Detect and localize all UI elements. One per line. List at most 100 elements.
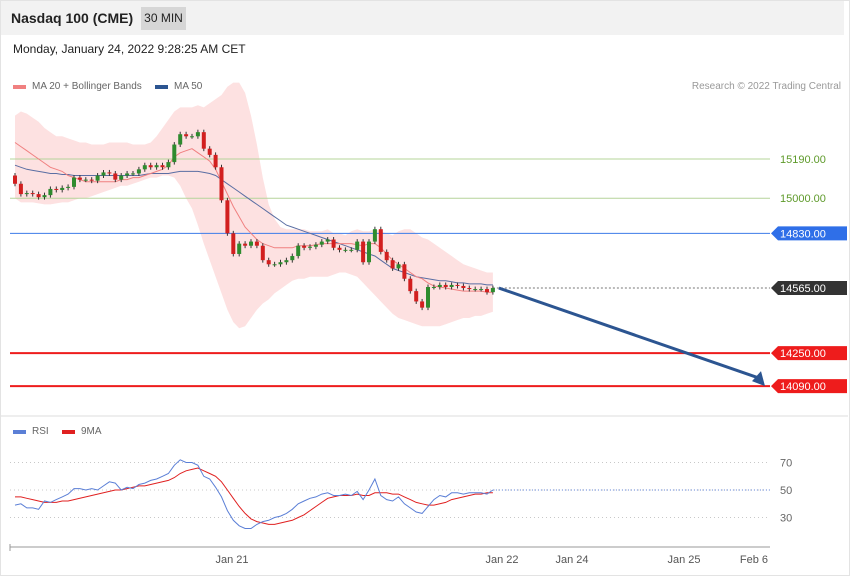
candle <box>54 188 59 190</box>
candle <box>95 175 100 181</box>
legend-rsi: RSI <box>13 426 49 437</box>
legend-rsi-label: RSI <box>32 426 49 437</box>
candle <box>449 284 454 287</box>
candle <box>190 136 194 138</box>
level-tag-14250 <box>771 346 847 361</box>
candle <box>243 243 248 246</box>
candle <box>237 243 242 254</box>
candle <box>201 132 206 149</box>
candle <box>355 241 360 250</box>
legend-ma50-swatch <box>155 84 168 89</box>
candle <box>195 132 200 137</box>
candle <box>254 241 259 246</box>
candle <box>431 287 436 288</box>
candle <box>60 187 65 190</box>
level-label-15000: 15000.00 <box>780 193 826 205</box>
candle <box>378 229 383 252</box>
candle <box>349 249 354 251</box>
candle <box>313 244 318 247</box>
candle <box>166 162 171 168</box>
candle <box>396 264 401 269</box>
timeframe-button[interactable]: 30 MIN <box>141 7 186 30</box>
candles <box>13 129 495 311</box>
candle <box>48 188 53 196</box>
candle <box>213 154 218 168</box>
candle <box>30 193 35 195</box>
level-label-15190: 15190.00 <box>780 154 826 166</box>
candle <box>443 284 448 287</box>
candle <box>24 193 29 195</box>
candle <box>337 247 342 250</box>
candle <box>278 262 283 265</box>
ma20-line <box>14 142 493 293</box>
candle <box>420 301 425 308</box>
candle <box>178 134 183 145</box>
bollinger-band <box>15 82 493 329</box>
rsi-tick-50: 50 <box>780 485 792 497</box>
forecast-arrow <box>498 286 760 380</box>
candle <box>473 289 478 291</box>
candle <box>160 165 165 168</box>
candle <box>485 289 489 293</box>
candle <box>148 165 153 168</box>
candle <box>343 249 348 251</box>
level-label-14250: 14250.00 <box>780 348 826 360</box>
candle <box>408 278 413 292</box>
level-label-14830: 14830.00 <box>780 228 826 240</box>
legend-ma20: MA 20 + Bollinger Bands <box>13 81 142 92</box>
candle <box>89 179 94 181</box>
candle <box>101 172 106 176</box>
candle <box>107 172 112 174</box>
candle <box>142 165 147 170</box>
x-tick-label: Jan 21 <box>215 554 248 566</box>
rsi-ma-line <box>15 467 493 525</box>
candle <box>125 173 130 176</box>
candle <box>266 260 271 265</box>
x-tick-label: Jan 24 <box>555 554 588 566</box>
candle <box>13 175 17 184</box>
candle <box>225 200 230 234</box>
candle <box>131 173 135 175</box>
candle <box>437 284 442 287</box>
candle <box>467 288 472 290</box>
legend-ma50-label: MA 50 <box>174 81 203 92</box>
candle <box>426 287 430 308</box>
candle <box>249 241 253 246</box>
candle <box>113 173 118 180</box>
candle <box>479 289 484 291</box>
legend-ma50: MA 50 <box>155 81 202 92</box>
candle <box>207 148 212 155</box>
legend-rsi-ma: 9MA <box>62 426 102 437</box>
candle <box>461 285 466 289</box>
candle <box>290 256 295 261</box>
chart-datetime: Monday, January 24, 2022 9:28:25 AM CET <box>13 42 246 56</box>
candle <box>272 264 277 266</box>
candle <box>136 169 141 174</box>
level-label-14565: 14565.00 <box>780 283 826 295</box>
candle <box>36 194 41 198</box>
x-tick-label: Jan 25 <box>667 554 700 566</box>
instrument-title: Nasdaq 100 (CME) <box>11 10 134 26</box>
candle <box>372 229 377 242</box>
candle <box>402 264 407 279</box>
candle <box>83 179 88 181</box>
candle <box>77 177 82 180</box>
candle <box>154 165 159 168</box>
candle <box>367 241 371 263</box>
candle <box>184 134 189 137</box>
candle <box>260 245 265 261</box>
level-tag-14830 <box>771 226 847 241</box>
candle <box>325 239 330 242</box>
level-tag-14090 <box>771 379 847 394</box>
candle <box>296 245 301 257</box>
candle <box>231 233 236 254</box>
legend-rsi-swatch <box>13 429 26 434</box>
rsi-tick-30: 30 <box>780 513 792 525</box>
legend-rsi-ma-swatch <box>62 429 75 434</box>
forecast-arrowhead <box>752 371 765 387</box>
candle <box>414 291 419 302</box>
candle <box>331 239 336 248</box>
x-tick-label: Feb 6 <box>740 554 768 566</box>
candle <box>302 245 307 248</box>
research-credit: Research © 2022 Trading Central <box>691 81 841 92</box>
